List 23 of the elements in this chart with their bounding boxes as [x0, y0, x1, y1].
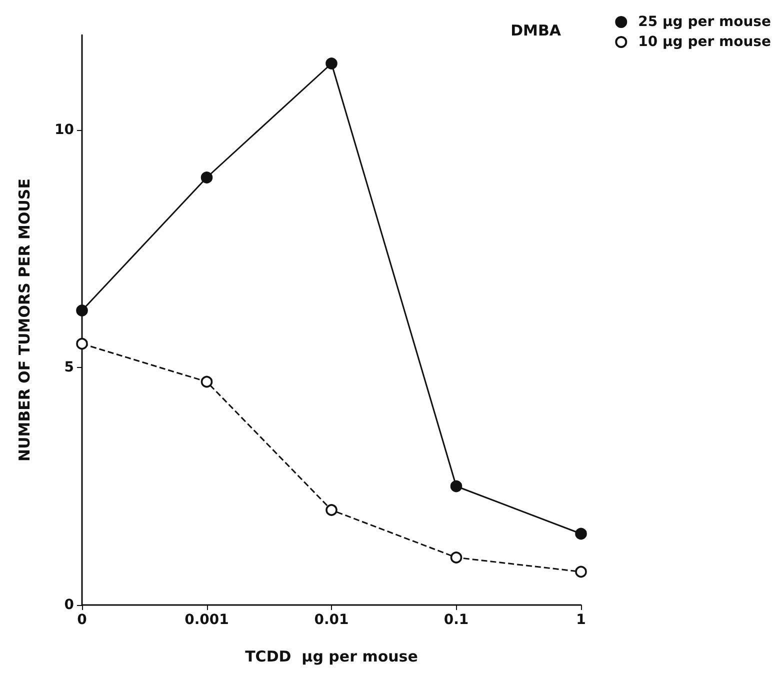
- point: [200, 172, 213, 184]
- x-tick-label: 1: [576, 612, 586, 628]
- point: [575, 528, 587, 540]
- point: [76, 338, 88, 350]
- x-tick-label: 0.1: [444, 612, 469, 628]
- y-tick-label: 0: [64, 597, 74, 613]
- point: [200, 376, 213, 388]
- point: [76, 304, 88, 316]
- point: [326, 504, 338, 516]
- point: [450, 552, 462, 564]
- y-axis-title: NUMBER OF TUMORS PER MOUSE: [16, 178, 34, 462]
- x-axis-title: TCDD µg per mouse: [245, 648, 418, 666]
- y-tick-label: 10: [54, 122, 74, 138]
- point: [450, 480, 462, 492]
- legend-label: 25 µg per mouse: [638, 14, 772, 30]
- x-tick-label: 0.01: [314, 612, 349, 628]
- point: [326, 58, 338, 70]
- x-tick-label: 0.001: [184, 612, 229, 628]
- x-tick-label: 0: [77, 612, 88, 628]
- legend-title: DMBA: [510, 22, 562, 40]
- legend-label: 10 µg per mouse: [638, 34, 772, 50]
- point: [575, 566, 587, 578]
- y-tick-label: 5: [64, 360, 74, 376]
